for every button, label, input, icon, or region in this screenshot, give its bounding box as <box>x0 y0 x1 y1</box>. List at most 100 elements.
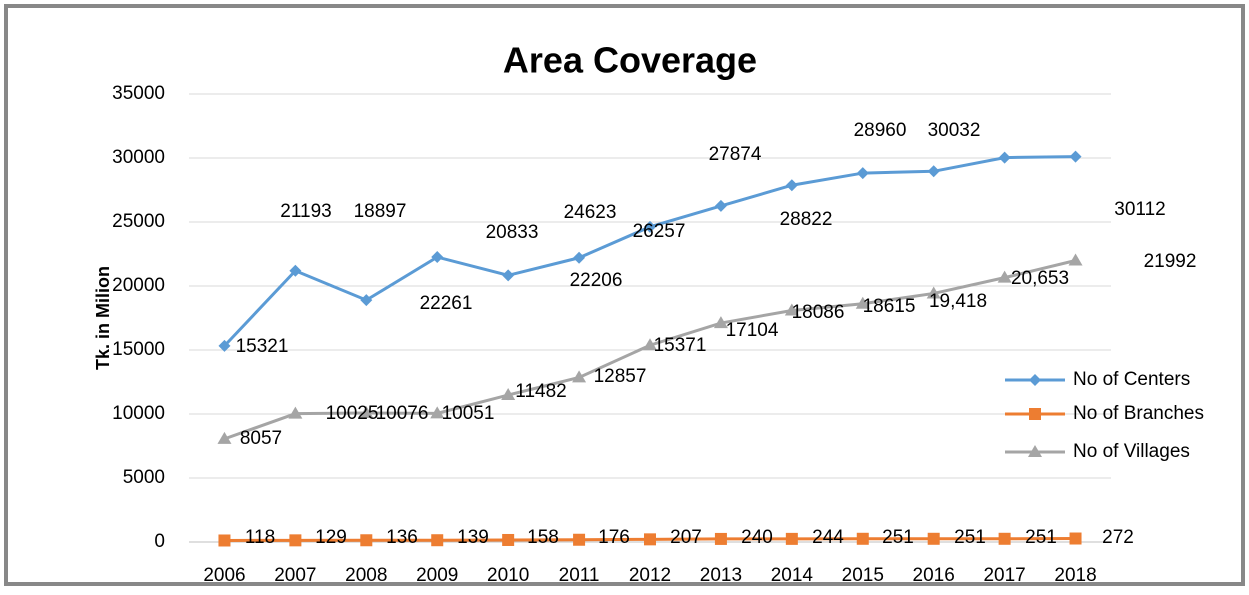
data-label: 158 <box>527 527 559 548</box>
data-point <box>713 316 728 329</box>
data-label: 176 <box>598 527 630 548</box>
x-tick-label: 2009 <box>416 565 458 586</box>
x-tick-label: 2011 <box>559 565 600 586</box>
data-point <box>218 534 231 547</box>
legend-marker <box>1028 445 1042 457</box>
data-label: 8057 <box>240 428 282 449</box>
data-point <box>784 303 799 316</box>
x-tick-label: 2016 <box>913 565 955 586</box>
x-tick-label: 2013 <box>700 565 742 586</box>
data-point <box>997 270 1012 283</box>
data-point <box>856 532 869 545</box>
legend-label: No of Villages <box>1073 441 1190 462</box>
data-point <box>998 151 1011 164</box>
y-tick-label: 10000 <box>112 403 165 424</box>
data-point <box>431 534 444 547</box>
data-point <box>926 286 941 299</box>
data-point <box>927 532 940 545</box>
data-point <box>430 406 445 419</box>
data-point <box>573 533 586 546</box>
data-label: 10051 <box>442 403 495 424</box>
data-point <box>644 533 656 546</box>
data-label: 22206 <box>570 270 623 291</box>
x-tick-label: 2012 <box>629 565 671 586</box>
data-label: 15371 <box>654 335 707 356</box>
y-tick-label: 30000 <box>112 147 165 168</box>
legend-label: No of Branches <box>1073 403 1204 424</box>
data-label: 18897 <box>354 201 407 222</box>
x-tick-label: 2006 <box>203 565 245 586</box>
data-label: 18086 <box>792 302 845 323</box>
data-point <box>1068 253 1083 266</box>
data-point <box>288 406 303 419</box>
data-point <box>785 532 798 545</box>
data-point <box>360 294 373 307</box>
data-point <box>998 532 1011 545</box>
data-label: 11482 <box>515 381 566 402</box>
data-point <box>289 264 302 277</box>
data-label: 24623 <box>564 202 617 223</box>
y-tick-label: 5000 <box>123 467 165 488</box>
data-point <box>359 406 374 419</box>
data-label: 22261 <box>420 293 473 314</box>
y-tick-label: 20000 <box>112 275 165 296</box>
data-point <box>643 338 657 351</box>
data-label: 20,653 <box>1011 268 1069 289</box>
y-tick-label: 15000 <box>112 339 165 360</box>
data-point <box>217 431 232 444</box>
data-point <box>785 179 798 192</box>
data-point <box>502 269 515 282</box>
data-label: 30112 <box>1114 199 1165 220</box>
data-label: 19,418 <box>929 291 987 312</box>
data-label: 240 <box>741 527 773 548</box>
data-label: 10025 <box>326 403 379 424</box>
x-tick-label: 2017 <box>983 565 1025 586</box>
data-point <box>502 533 515 546</box>
data-label: 139 <box>457 527 489 548</box>
data-label: 20833 <box>486 222 539 243</box>
x-tick-label: 2018 <box>1054 565 1096 586</box>
legend-marker <box>1029 374 1041 386</box>
data-point <box>927 165 940 178</box>
data-point <box>218 339 231 352</box>
y-tick-label: 35000 <box>112 83 165 104</box>
data-label: 21193 <box>280 201 331 222</box>
legend-marker <box>1029 408 1041 420</box>
data-label: 28822 <box>780 209 833 230</box>
data-label: 26257 <box>633 221 686 242</box>
data-label: 28960 <box>854 120 907 141</box>
y-tick-label: 25000 <box>112 211 165 232</box>
x-tick-label: 2014 <box>771 565 814 586</box>
data-label: 27874 <box>709 144 762 165</box>
data-point <box>573 251 586 264</box>
data-label: 17104 <box>726 320 779 341</box>
y-axis-label: Tk. in Milion <box>93 266 113 370</box>
data-label: 118 <box>245 527 275 548</box>
x-tick-label: 2015 <box>842 565 884 586</box>
data-point <box>644 220 656 233</box>
data-point <box>289 534 302 547</box>
data-label: 251 <box>1025 527 1057 548</box>
chart-border <box>4 4 1245 586</box>
data-point <box>572 370 587 383</box>
x-tick-label: 2007 <box>274 565 316 586</box>
data-label: 244 <box>812 527 844 548</box>
data-label: 12857 <box>594 366 647 387</box>
data-point <box>714 532 727 545</box>
data-label: 21992 <box>1144 251 1197 272</box>
data-label: 15321 <box>236 336 289 357</box>
data-point <box>855 296 870 309</box>
data-point <box>431 251 444 264</box>
data-label: 207 <box>670 527 702 548</box>
data-point <box>1069 532 1082 545</box>
data-label: 30032 <box>928 120 981 141</box>
data-label: 251 <box>954 527 986 548</box>
data-label: 251 <box>882 527 914 548</box>
data-point <box>1069 150 1082 163</box>
data-point <box>714 199 727 212</box>
chart-title: Area Coverage <box>503 40 757 81</box>
data-label: 129 <box>315 527 347 548</box>
x-tick-label: 2008 <box>345 565 387 586</box>
data-point <box>856 167 869 180</box>
